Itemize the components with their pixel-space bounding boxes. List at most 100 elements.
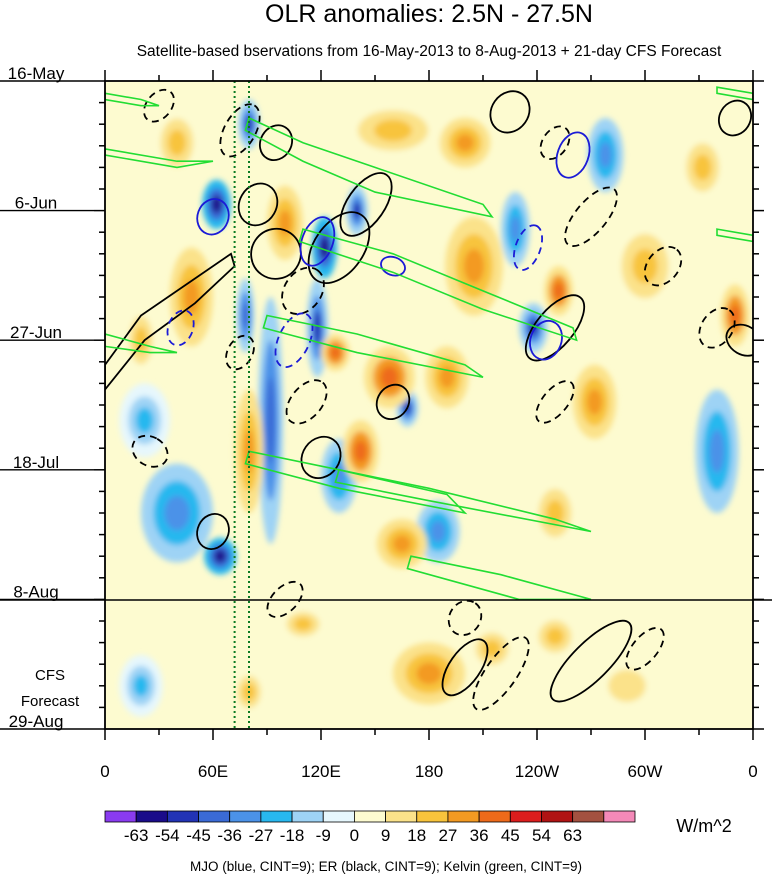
anomaly-patch — [553, 282, 564, 300]
colorbar-label: 45 — [501, 826, 520, 845]
mjo-contour — [380, 255, 406, 277]
plot-background — [105, 81, 753, 729]
colorbar-swatch — [541, 810, 574, 823]
anomaly-patch — [313, 310, 322, 346]
kelvin-contour — [334, 468, 592, 533]
colorbar-swatch — [572, 810, 605, 823]
colorbar-label: 36 — [470, 826, 489, 845]
er-contour — [524, 294, 586, 362]
forecast-label-line1: CFS — [35, 667, 65, 684]
kelvin-contour — [105, 148, 214, 169]
er-contour — [441, 638, 489, 697]
er-contour — [489, 90, 531, 134]
mjo-contour — [196, 198, 230, 236]
colorbar-swatch — [447, 810, 480, 823]
colorbar-label: 18 — [407, 826, 426, 845]
anomaly-patch — [354, 440, 367, 463]
anomaly-patch — [380, 366, 399, 389]
anomaly-patch — [134, 327, 148, 354]
er-contour — [447, 599, 483, 637]
anomaly-patch — [546, 500, 564, 526]
er-contour — [266, 580, 304, 618]
er-contour — [725, 323, 753, 357]
anomaly-patch — [332, 463, 346, 489]
legend-note: MJO (blue, CINT=9); ER (black, CINT=9); … — [190, 859, 582, 874]
mjo-contour — [529, 319, 563, 361]
er-contour — [625, 627, 665, 671]
x-tick-label: 120E — [301, 762, 341, 781]
colorbar-label: 9 — [381, 826, 390, 845]
colorbar-swatch — [416, 810, 449, 823]
kelvin-contour — [105, 92, 160, 107]
anomaly-patch — [587, 388, 603, 415]
er-contour — [237, 182, 279, 227]
colorbar-swatch — [478, 810, 511, 823]
kelvin-contour — [298, 228, 578, 342]
kelvin-contour — [105, 333, 178, 354]
x-tick-label: 120W — [515, 762, 559, 781]
colorbar-label: 63 — [563, 826, 582, 845]
er-contour — [196, 513, 230, 550]
colorbar-label: 54 — [532, 826, 551, 845]
kelvin-contour — [262, 314, 484, 379]
er-contour — [717, 99, 753, 137]
x-axis: 0 60E 120E 180 120W 60W 0 — [100, 70, 758, 781]
er-contour — [539, 125, 571, 160]
reference-lines — [233, 81, 250, 729]
colorbar-swatch — [291, 810, 324, 823]
anomaly-patch — [294, 617, 312, 631]
anomaly-patch — [416, 662, 442, 685]
colorbar-swatch — [322, 810, 355, 823]
anomaly-patch — [374, 119, 412, 142]
kelvin-contour — [716, 228, 753, 243]
colorbar-label: -36 — [217, 826, 242, 845]
anomaly-patch — [168, 129, 186, 156]
x-tick-label: 0 — [100, 762, 109, 781]
kelvin-contour — [244, 450, 468, 515]
er-contour — [698, 307, 736, 349]
er-contour — [549, 619, 633, 703]
mjo-contour — [274, 312, 314, 369]
colorbar-swatch — [166, 810, 199, 823]
er-contour — [339, 172, 393, 237]
colorbar-label: -63 — [124, 826, 149, 845]
colorbar-label: -45 — [186, 826, 211, 845]
anomaly-patch — [245, 115, 253, 133]
anomaly-patch — [546, 627, 564, 646]
anomaly-patch — [393, 535, 411, 553]
colorbar-swatch — [385, 810, 418, 823]
anomaly-patch — [320, 236, 330, 259]
colorbar-label: -9 — [316, 826, 331, 845]
anomaly-patch — [266, 377, 276, 464]
y-tick-label: 8-Aug — [13, 582, 58, 601]
colorbar: -63 -54 -45 -36 -27 -18 -9 0 9 18 27 36 45 54 63 — [104, 810, 636, 845]
anomaly-patch — [599, 142, 612, 169]
y-tick-label: 27-Jun — [10, 323, 62, 342]
anomaly-patch — [164, 495, 190, 531]
er-contour — [281, 266, 325, 315]
mjo-contour — [166, 309, 195, 347]
colorbar-units: W/m^2 — [676, 816, 731, 836]
er-contour — [131, 434, 169, 468]
colorbar-swatch — [229, 810, 262, 823]
anomaly-patch — [439, 366, 455, 389]
er-contour — [564, 186, 618, 247]
y-tick-label: 16-May — [8, 64, 65, 83]
anomaly-patch — [214, 549, 226, 563]
anomaly-patch — [463, 248, 485, 284]
anomaly-patch — [353, 201, 361, 220]
er-contour — [643, 245, 683, 287]
er-contour — [219, 103, 261, 158]
er-contour — [375, 383, 411, 421]
y-axis: 16-May 6-Jun 27-Jun 18-Jul 8-Aug 29-Aug — [0, 64, 764, 731]
kelvin-contour — [716, 86, 753, 101]
anomaly-field — [119, 99, 750, 717]
er-contour — [143, 88, 175, 123]
anomaly-patch — [693, 154, 712, 181]
anomaly-patch — [242, 302, 249, 329]
colorbar-swatch — [509, 810, 542, 823]
er-contour — [472, 636, 530, 711]
x-tick-label: 60W — [628, 762, 663, 781]
y-tick-label: 29-Aug — [9, 712, 64, 731]
